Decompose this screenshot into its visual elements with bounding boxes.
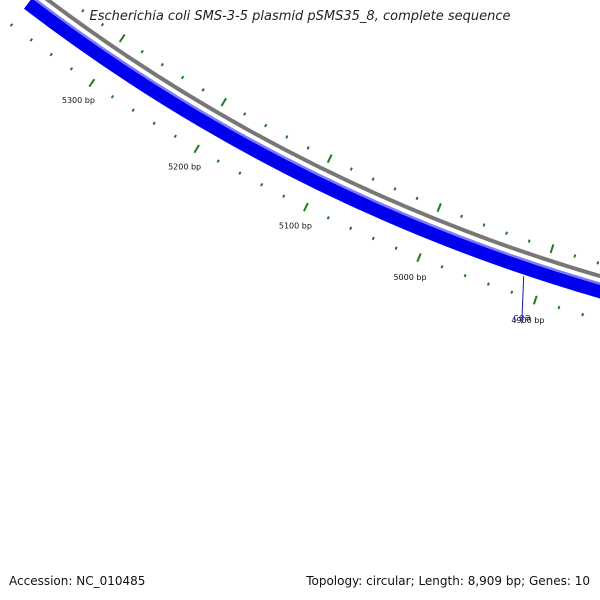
gene-labels: cea: [513, 276, 531, 324]
minor-tick: [349, 226, 353, 231]
minor-tick: [463, 273, 467, 278]
minor-tick: [81, 8, 85, 13]
minor-tick: [131, 108, 135, 113]
scale-label: 5200 bp: [168, 163, 201, 172]
minor-tick: [29, 38, 34, 42]
major-tick: [88, 78, 96, 88]
minor-tick: [527, 239, 531, 243]
major-tick: [220, 97, 227, 107]
minor-tick: [440, 265, 444, 269]
accession-text: Accession: NC_010485: [9, 574, 146, 588]
major-tick: [549, 244, 555, 254]
minor-tick: [100, 22, 105, 27]
scale-label: 5300 bp: [62, 96, 95, 105]
map-title: Escherichia coli SMS-3-5 plasmid pSMS35_…: [89, 9, 511, 24]
minor-tick: [306, 146, 310, 150]
minor-tick: [486, 282, 490, 286]
major-tick: [416, 253, 422, 263]
major-tick: [326, 154, 333, 164]
minor-tick: [596, 261, 600, 265]
minor-tick: [152, 121, 156, 126]
major-tick: [303, 202, 309, 212]
minor-tick: [140, 49, 144, 54]
major-tick: [118, 33, 126, 43]
minor-tick: [371, 236, 375, 241]
minor-tick: [482, 223, 486, 227]
minor-tick: [110, 94, 115, 99]
scale-label: 5000 bp: [393, 273, 426, 282]
gene-label: cea: [513, 313, 531, 324]
minor-tick: [505, 231, 509, 235]
minor-tick: [9, 23, 14, 27]
minor-tick: [285, 135, 289, 139]
minor-tick: [216, 159, 220, 163]
minor-tick: [201, 88, 205, 92]
minor-tick: [180, 75, 185, 80]
minor-tick: [510, 290, 514, 294]
scale-label: 4900 bp: [511, 316, 544, 325]
minor-tick: [326, 216, 330, 220]
minor-tick: [349, 167, 353, 171]
inner-tick-marks: [81, 8, 600, 265]
gene-leader-line: [521, 276, 525, 324]
topology-text: Topology: circular; Length: 8,909 bp; Ge…: [306, 574, 590, 588]
minor-tick: [460, 214, 464, 219]
minor-tick: [282, 194, 286, 198]
minor-tick: [573, 254, 577, 258]
minor-tick: [581, 312, 585, 317]
outer-tick-marks: [9, 23, 585, 317]
minor-tick: [260, 182, 264, 187]
minor-tick: [264, 123, 268, 128]
minor-tick: [173, 134, 177, 139]
minor-tick: [371, 177, 375, 181]
minor-tick: [160, 62, 164, 67]
minor-tick: [69, 67, 74, 71]
backbone-arc: [44, 0, 600, 279]
minor-tick: [243, 112, 247, 116]
major-tick: [532, 295, 538, 305]
feature-band: [23, 0, 600, 299]
scale-label: 5100 bp: [279, 222, 312, 231]
minor-tick: [415, 196, 419, 201]
major-tick: [436, 203, 442, 213]
minor-tick: [557, 305, 561, 310]
minor-tick: [49, 52, 53, 57]
minor-tick: [238, 171, 242, 175]
minor-tick: [394, 246, 398, 250]
minor-tick: [393, 187, 397, 191]
major-tick: [193, 144, 200, 154]
